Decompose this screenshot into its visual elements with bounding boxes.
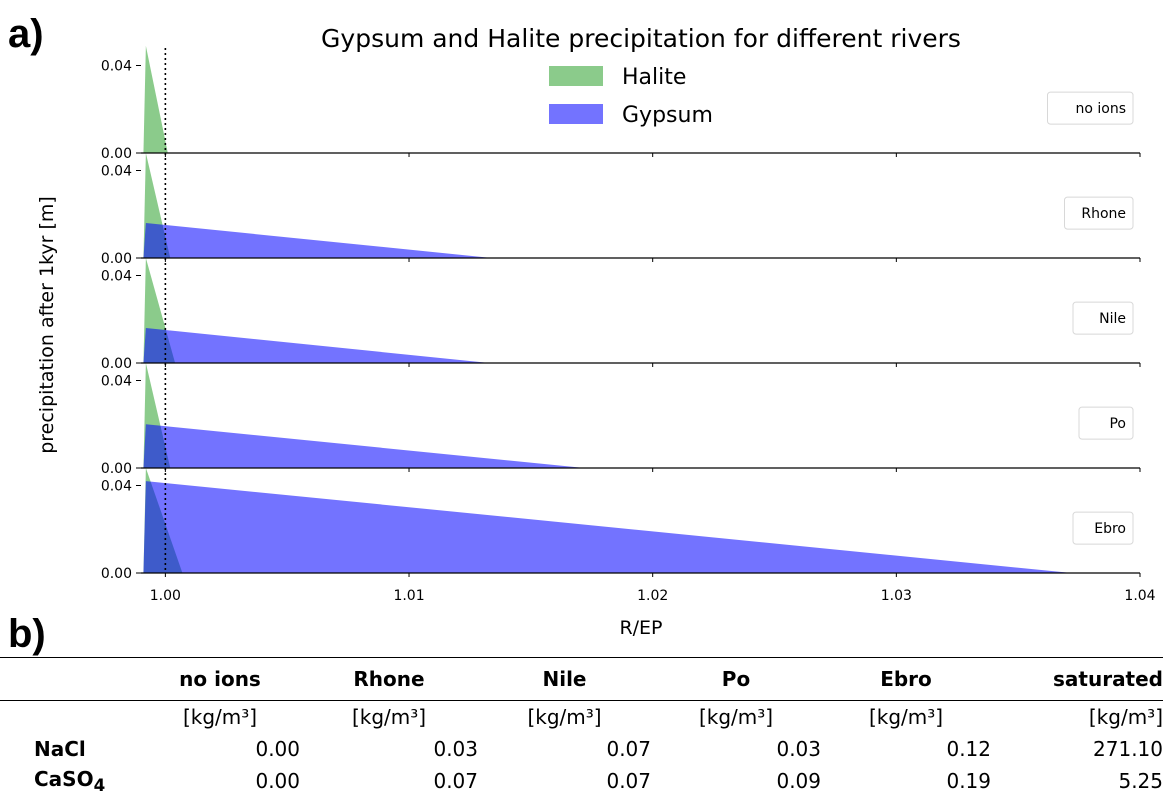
panel-no-ions: 0.00 0.04 no ions — [101, 45, 1141, 162]
unit-cell: [kg/m³] — [1088, 705, 1163, 729]
row-label-subscript: 4 — [93, 776, 106, 795]
table-cell: 0.03 — [776, 737, 821, 761]
x-tick-label-2: 1.02 — [637, 588, 668, 604]
panel-a-label: a) — [8, 12, 44, 56]
halite-area-no-ions — [143, 45, 168, 153]
y-tick-label-nile-0: 0.00 — [101, 356, 132, 372]
table-cell: 0.00 — [255, 737, 300, 761]
unit-cell: [kg/m³] — [868, 705, 944, 729]
table-cell: 0.07 — [606, 769, 651, 793]
column-header-blank — [0, 657, 140, 701]
panel-rhone: 0.00 0.04 Rhone — [101, 153, 1141, 267]
x-tick-label-1: 1.01 — [393, 588, 424, 604]
table-cell: 0.12 — [946, 737, 991, 761]
panel-name-box-nile — [1072, 301, 1134, 335]
panel-name-po: Po — [1109, 416, 1126, 432]
panel-nile: 0.00 0.04 Nile — [101, 258, 1141, 372]
legend-swatch-halite — [549, 66, 603, 86]
y-tick-label-po-0: 0.00 — [101, 461, 132, 477]
legend: Halite Gypsum — [549, 65, 713, 128]
y-tick-label-rhone-0: 0.00 — [101, 251, 132, 267]
x-tick-label-0: 1.00 — [150, 588, 181, 604]
concentration-table-container: no ions Rhone Nile Po Ebro saturated [kg/m³][… — [0, 657, 1163, 797]
panel-name-box-po — [1078, 406, 1134, 440]
y-tick-label-rhone-1: 0.04 — [101, 164, 132, 180]
panel-name-box-rhone — [1064, 196, 1134, 230]
table-cell: 0.07 — [606, 737, 651, 761]
table-row-caso: CaSO4 0.00 0.07 0.07 0.09 0.19 5.25 — [0, 765, 1163, 797]
table-cell: 0.19 — [946, 769, 991, 793]
table-row-nacl: NaCl 0.00 0.03 0.07 0.03 0.12 271.10 — [0, 733, 1163, 765]
row-label: CaSO4 — [34, 767, 106, 795]
x-tick-label-3: 1.03 — [881, 588, 912, 604]
panel-ebro: 0.00 0.04 Ebro — [101, 468, 1141, 582]
table-cell: 271.10 — [1093, 737, 1163, 761]
units-row: [kg/m³] [kg/m³] [kg/m³] [kg/m³] [kg/m³] [kg/m… — [0, 701, 1163, 734]
concentration-table: no ions Rhone Nile Po Ebro saturated [kg/m³][… — [0, 657, 1163, 797]
panel-b-label: b) — [8, 612, 46, 656]
table-cell: 0.00 — [255, 769, 300, 793]
panel-name-rhone: Rhone — [1081, 206, 1126, 222]
gypsum-area-po — [143, 424, 585, 468]
panel-name-ebro: Ebro — [1094, 521, 1126, 537]
precipitation-chart: Gypsum and Halite precipitation for diff… — [36, 24, 1156, 639]
y-tick-label-no-ions-1: 0.04 — [101, 59, 132, 75]
x-axis-label: R/EP — [619, 617, 662, 639]
column-header-no-ions: no ions — [140, 657, 300, 701]
panel-po: 0.00 0.04 Po — [101, 363, 1141, 477]
unit-cell: [kg/m³] — [527, 705, 602, 729]
y-tick-label-ebro-1: 0.04 — [101, 479, 132, 495]
gypsum-area-nile — [143, 328, 490, 363]
table-cell: 0.09 — [776, 769, 821, 793]
column-header-nile: Nile — [478, 657, 651, 701]
unit-cell: [kg/m³] — [351, 705, 427, 729]
chart-title: Gypsum and Halite precipitation for diff… — [321, 24, 961, 53]
legend-label-halite: Halite — [622, 65, 686, 90]
unit-cell: [kg/m³] — [698, 705, 774, 729]
panel-name-box-ebro — [1072, 511, 1134, 545]
y-tick-label-po-1: 0.04 — [101, 374, 132, 390]
panel-name-nile: Nile — [1099, 311, 1126, 327]
row-label: NaCl — [34, 737, 86, 761]
unit-cell: [kg/m³] — [182, 705, 258, 729]
gypsum-area-rhone — [143, 223, 492, 258]
y-tick-label-ebro-0: 0.00 — [101, 566, 132, 582]
x-tick-label-4: 1.04 — [1124, 588, 1155, 604]
column-header-saturated: saturated — [991, 657, 1163, 701]
gypsum-area-ebro — [143, 481, 1072, 573]
y-axis-label: precipitation after 1kyr [m] — [36, 196, 58, 454]
unit-cell — [0, 701, 140, 734]
column-header-rhone: Rhone — [300, 657, 478, 701]
legend-label-gypsum: Gypsum — [622, 103, 713, 128]
table-header-row: no ions Rhone Nile Po Ebro saturated — [0, 657, 1163, 701]
panel-name-box-no-ions — [1047, 91, 1134, 125]
table-cell: 0.03 — [433, 737, 478, 761]
panel-name-no-ions: no ions — [1075, 101, 1126, 117]
column-header-po: Po — [651, 657, 821, 701]
table-cell: 0.07 — [433, 769, 478, 793]
y-tick-label-nile-1: 0.04 — [101, 269, 132, 285]
table-cell: 5.25 — [1118, 769, 1163, 793]
y-tick-label-no-ions-0: 0.00 — [101, 146, 132, 162]
legend-swatch-gypsum — [549, 104, 603, 124]
column-header-ebro: Ebro — [821, 657, 991, 701]
